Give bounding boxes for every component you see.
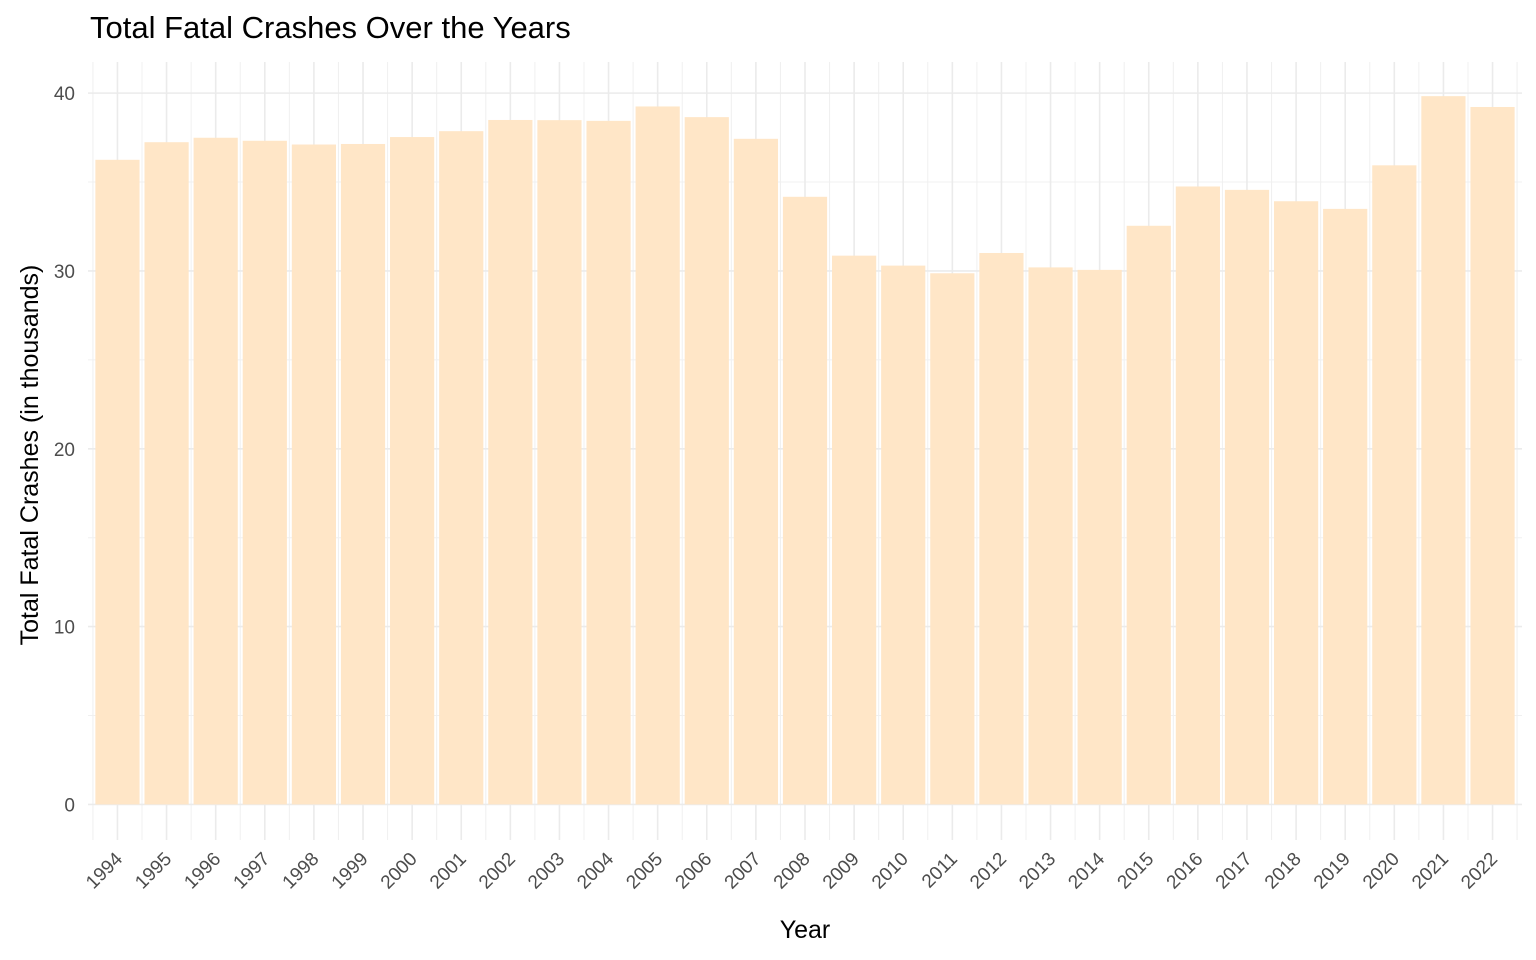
y-tick-label: 30 <box>54 262 75 283</box>
x-tick-label: 1998 <box>279 849 324 894</box>
bar-2000 <box>390 137 435 805</box>
bar-2003 <box>537 120 582 805</box>
x-tick-label: 2001 <box>426 849 471 894</box>
bar-2010 <box>881 265 926 805</box>
bar-1998 <box>291 144 337 805</box>
bar-2019 <box>1323 208 1368 805</box>
x-tick-label: 2005 <box>622 849 667 894</box>
bar-2022 <box>1470 106 1515 805</box>
x-tick-label: 2017 <box>1212 849 1257 894</box>
bar-2017 <box>1224 189 1270 805</box>
y-tick-label: 0 <box>64 795 75 816</box>
bar-2002 <box>488 119 533 805</box>
x-tick-label: 2022 <box>1457 849 1502 894</box>
bar-2011 <box>930 273 975 805</box>
x-tick-label: 2007 <box>721 849 766 894</box>
x-tick-label: 2019 <box>1310 849 1355 894</box>
chart-title: Total Fatal Crashes Over the Years <box>90 10 571 45</box>
x-tick-label: 2020 <box>1359 849 1404 894</box>
x-tick-label: 2013 <box>1015 849 1060 894</box>
x-axis-title: Year <box>780 916 831 944</box>
x-tick-label: 2006 <box>672 849 717 894</box>
bar-2007 <box>733 138 778 805</box>
bar-2001 <box>439 131 484 805</box>
bar-2015 <box>1126 225 1171 805</box>
x-tick-label: 1994 <box>82 848 127 893</box>
x-tick-label: 2014 <box>1064 848 1109 893</box>
x-tick-label: 2011 <box>918 849 962 893</box>
bar-2021 <box>1421 96 1466 805</box>
x-tick-label: 1995 <box>131 849 176 894</box>
y-tick-label: 10 <box>54 618 75 639</box>
x-tick-label: 2015 <box>1114 849 1159 894</box>
bar-2006 <box>684 117 729 805</box>
x-tick-label: 2004 <box>573 848 618 893</box>
x-tick-label: 2018 <box>1261 849 1306 894</box>
bar-1997 <box>242 140 287 805</box>
bar-2018 <box>1273 201 1319 805</box>
bar-2012 <box>979 252 1024 805</box>
bar-2009 <box>832 255 877 805</box>
bar-1994 <box>95 159 140 805</box>
bar-1995 <box>144 142 189 805</box>
x-tick-label: 1996 <box>180 849 225 894</box>
bar-2004 <box>586 120 631 805</box>
bars <box>95 96 1515 805</box>
x-tick-label: 1997 <box>230 849 275 894</box>
y-tick-label: 20 <box>54 440 75 461</box>
y-axis-title: Total Fatal Crashes (in thousands) <box>16 265 44 646</box>
x-tick-label: 2012 <box>966 849 1011 894</box>
x-tick-label: 2008 <box>770 849 815 894</box>
bar-2020 <box>1372 165 1417 805</box>
x-tick-label: 2002 <box>475 849 520 894</box>
x-tick-label: 2003 <box>524 849 569 894</box>
bar-1996 <box>193 137 238 805</box>
x-tick-labels: 1994 1995 1996 1997 1998 1999 2000 2001 2002 2003… <box>82 848 1502 893</box>
bar-2014 <box>1077 269 1122 805</box>
x-tick-label: 2000 <box>377 849 422 894</box>
bar-2016 <box>1175 186 1220 805</box>
y-tick-label: 40 <box>54 84 75 105</box>
bar-1999 <box>340 143 386 805</box>
x-tick-label: 1999 <box>328 849 373 894</box>
y-tick-labels: 0 10 20 30 40 <box>54 84 75 816</box>
bar-2013 <box>1028 267 1073 805</box>
x-tick-label: 2010 <box>868 849 913 894</box>
bar-2008 <box>782 196 828 805</box>
bar-2005 <box>635 106 680 805</box>
x-tick-label: 2021 <box>1408 849 1453 894</box>
x-tick-label: 2016 <box>1163 849 1208 894</box>
x-tick-label: 2009 <box>819 849 864 894</box>
